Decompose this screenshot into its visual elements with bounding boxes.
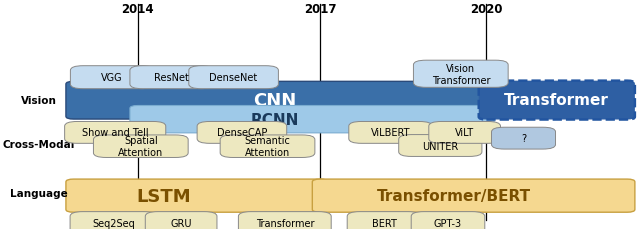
Text: Semantic
Attention: Semantic Attention (244, 136, 291, 157)
Text: Cross-Modal: Cross-Modal (2, 139, 75, 149)
FancyBboxPatch shape (189, 66, 278, 89)
Text: 2014: 2014 (122, 3, 154, 16)
FancyBboxPatch shape (93, 135, 188, 158)
Text: ?: ? (521, 134, 526, 144)
Text: GPT-3: GPT-3 (434, 218, 462, 228)
Text: Seq2Seq: Seq2Seq (92, 218, 134, 228)
FancyBboxPatch shape (312, 179, 635, 212)
FancyBboxPatch shape (399, 135, 482, 157)
Text: BERT: BERT (372, 218, 396, 228)
Text: DenseNet: DenseNet (209, 73, 258, 83)
FancyBboxPatch shape (130, 106, 494, 133)
Text: Language: Language (10, 188, 67, 199)
FancyBboxPatch shape (413, 61, 508, 88)
FancyBboxPatch shape (349, 122, 432, 144)
Text: 2017: 2017 (304, 3, 336, 16)
FancyBboxPatch shape (145, 212, 217, 229)
FancyBboxPatch shape (347, 212, 421, 229)
Text: LSTM: LSTM (136, 187, 191, 205)
FancyBboxPatch shape (130, 66, 213, 89)
Text: GRU: GRU (170, 218, 192, 228)
Text: CNN: CNN (253, 91, 297, 109)
FancyBboxPatch shape (65, 122, 166, 144)
Text: ViLT: ViLT (455, 128, 474, 138)
Text: ResNet: ResNet (154, 73, 189, 83)
FancyBboxPatch shape (429, 122, 500, 144)
Text: ViLBERT: ViLBERT (371, 128, 410, 138)
FancyBboxPatch shape (70, 66, 154, 89)
Text: Transformer: Transformer (255, 218, 314, 228)
FancyBboxPatch shape (70, 212, 156, 229)
FancyBboxPatch shape (492, 128, 556, 150)
FancyBboxPatch shape (412, 212, 485, 229)
Text: VGG: VGG (101, 73, 123, 83)
Text: Vision
Transformer: Vision Transformer (431, 64, 490, 85)
Text: DenseCAP: DenseCAP (217, 128, 267, 138)
Text: Show and Tell: Show and Tell (82, 128, 148, 138)
FancyBboxPatch shape (197, 122, 287, 144)
Text: 2020: 2020 (470, 3, 502, 16)
FancyBboxPatch shape (220, 135, 315, 158)
FancyBboxPatch shape (479, 81, 635, 120)
Text: RCNN: RCNN (251, 112, 300, 127)
FancyBboxPatch shape (239, 212, 332, 229)
Text: Vision: Vision (20, 96, 56, 106)
Text: Spatial
Attention: Spatial Attention (118, 136, 163, 157)
FancyBboxPatch shape (66, 179, 328, 212)
Text: Transformer: Transformer (504, 93, 609, 108)
FancyBboxPatch shape (66, 82, 494, 120)
Text: UNITER: UNITER (422, 141, 458, 151)
Text: Transformer/BERT: Transformer/BERT (378, 188, 531, 203)
